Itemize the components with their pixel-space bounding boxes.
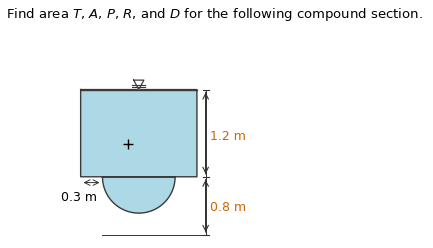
Polygon shape xyxy=(134,80,144,90)
Text: 0.3 m: 0.3 m xyxy=(61,191,97,204)
Polygon shape xyxy=(81,90,197,213)
Text: 1.2 m: 1.2 m xyxy=(210,130,246,143)
Text: Find area $T$, $A$, $P$, $R$, and $D$ for the following compound section.: Find area $T$, $A$, $P$, $R$, and $D$ fo… xyxy=(6,6,423,23)
Text: 0.8 m: 0.8 m xyxy=(210,201,246,214)
